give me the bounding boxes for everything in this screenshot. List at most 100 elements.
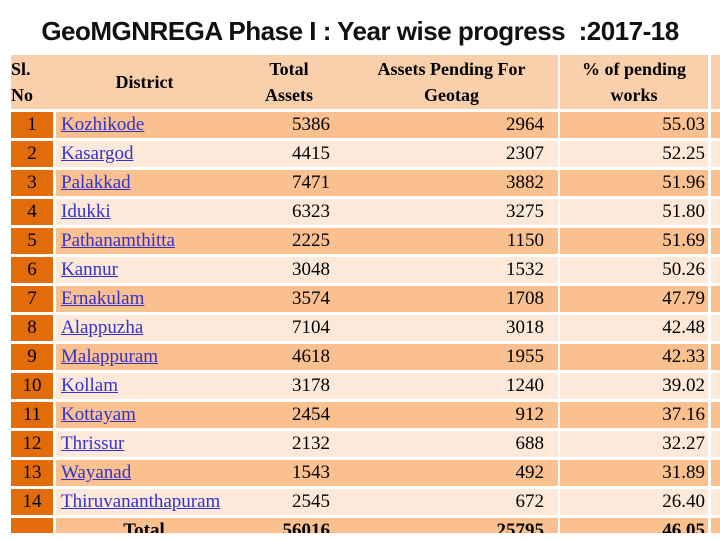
row-assets-pending: 3882: [345, 170, 560, 199]
row-percent-pending: 42.48: [560, 315, 711, 344]
district-link[interactable]: Kottayam: [61, 404, 136, 425]
progress-table-wrapper: Sl. No District Total Assets Assets Pend…: [11, 55, 720, 533]
row-total-assets: 4415: [233, 141, 345, 170]
header-total-assets-line1: Total: [269, 59, 309, 79]
district-link[interactable]: Palakkad: [61, 172, 131, 193]
row-percent-pending: 42.33: [560, 344, 711, 373]
district-link[interactable]: Thiruvananthapuram: [61, 491, 221, 512]
district-link[interactable]: Malappuram: [61, 346, 159, 367]
row-total-assets: 7104: [233, 315, 345, 344]
row-assets-pending: 492: [345, 460, 560, 489]
row-assets-pending: 3018: [345, 315, 560, 344]
row-percent-pending: 37.16: [560, 402, 711, 431]
header-sl-no-line2: No: [11, 85, 33, 105]
district-link[interactable]: Kollam: [61, 375, 118, 396]
district-link[interactable]: Pathanamthitta: [61, 230, 175, 251]
table-row: 14 Thiruvananthapuram 2545 672 26.40: [11, 489, 720, 518]
table-row: 13 Wayanad 1543 492 31.89: [11, 460, 720, 489]
district-link[interactable]: Alappuzha: [61, 317, 144, 338]
row-sl-no: 10: [11, 373, 56, 402]
row-district-cell: Thrissur: [56, 431, 233, 460]
district-link[interactable]: Thrissur: [61, 433, 125, 454]
row-total-assets: 7471: [233, 170, 345, 199]
table-row: 11 Kottayam 2454 912 37.16: [11, 402, 720, 431]
header-total-assets-line2: Assets: [265, 85, 313, 105]
row-percent-pending: 51.80: [560, 199, 711, 228]
row-percent-pending: 39.02: [560, 373, 711, 402]
total-row-total-assets: 56016: [233, 518, 345, 533]
header-district: District: [56, 55, 233, 112]
row-sl-no: 13: [11, 460, 56, 489]
row-clipped-cell: [711, 373, 720, 402]
row-clipped-cell: [711, 228, 720, 257]
header-assets-pending-line1: Assets Pending For: [377, 59, 526, 79]
header-percent-pending: % of pending works: [560, 55, 711, 112]
header-clipped-cell: [711, 55, 720, 112]
row-sl-no: 14: [11, 489, 56, 518]
row-total-assets: 1543: [233, 460, 345, 489]
row-assets-pending: 688: [345, 431, 560, 460]
row-assets-pending: 1150: [345, 228, 560, 257]
row-total-assets: 3178: [233, 373, 345, 402]
district-link[interactable]: Kasargod: [61, 143, 134, 164]
table-row: 5 Pathanamthitta 2225 1150 51.69: [11, 228, 720, 257]
total-row-percent-pending: 46.05: [560, 518, 711, 533]
district-link[interactable]: Wayanad: [61, 462, 132, 483]
row-percent-pending: 47.79: [560, 286, 711, 315]
row-percent-pending: 52.25: [560, 141, 711, 170]
row-total-assets: 3574: [233, 286, 345, 315]
slide-title: GeoMGNREGA Phase I : Year wise progress …: [41, 16, 679, 46]
row-total-assets: 3048: [233, 257, 345, 286]
row-assets-pending: 912: [345, 402, 560, 431]
district-link[interactable]: Idukki: [61, 201, 111, 222]
row-clipped-cell: [711, 431, 720, 460]
row-sl-no: 2: [11, 141, 56, 170]
row-sl-no: 4: [11, 199, 56, 228]
row-percent-pending: 50.26: [560, 257, 711, 286]
row-district-cell: Kannur: [56, 257, 233, 286]
table-row: 6 Kannur 3048 1532 50.26: [11, 257, 720, 286]
row-assets-pending: 1708: [345, 286, 560, 315]
total-row-label: Total: [56, 518, 233, 533]
row-clipped-cell: [711, 112, 720, 141]
row-total-assets: 4618: [233, 344, 345, 373]
table-row: 7 Ernakulam 3574 1708 47.79: [11, 286, 720, 315]
district-link[interactable]: Kozhikode: [61, 114, 145, 135]
row-assets-pending: 1532: [345, 257, 560, 286]
row-district-cell: Ernakulam: [56, 286, 233, 315]
row-clipped-cell: [711, 315, 720, 344]
row-percent-pending: 51.69: [560, 228, 711, 257]
header-assets-pending-line2: Geotag: [424, 85, 479, 105]
row-sl-no: 6: [11, 257, 56, 286]
row-clipped-cell: [711, 344, 720, 373]
total-row-assets-pending: 25795: [345, 518, 560, 533]
row-percent-pending: 31.89: [560, 460, 711, 489]
district-link[interactable]: Kannur: [61, 259, 118, 280]
row-district-cell: Pathanamthitta: [56, 228, 233, 257]
row-clipped-cell: [711, 257, 720, 286]
row-total-assets: 6323: [233, 199, 345, 228]
district-link[interactable]: Ernakulam: [61, 288, 145, 309]
row-sl-no: 12: [11, 431, 56, 460]
row-district-cell: Alappuzha: [56, 315, 233, 344]
table-row: 3 Palakkad 7471 3882 51.96: [11, 170, 720, 199]
row-sl-no: 1: [11, 112, 56, 141]
header-percent-pending-line2: works: [610, 85, 658, 105]
row-percent-pending: 26.40: [560, 489, 711, 518]
row-district-cell: Palakkad: [56, 170, 233, 199]
total-row-clipped-cell: [711, 518, 720, 533]
row-clipped-cell: [711, 402, 720, 431]
header-total-assets: Total Assets: [233, 55, 345, 112]
progress-table: Sl. No District Total Assets Assets Pend…: [11, 55, 720, 533]
row-sl-no: 9: [11, 344, 56, 373]
row-district-cell: Idukki: [56, 199, 233, 228]
row-clipped-cell: [711, 286, 720, 315]
table-total-row: Total 56016 25795 46.05: [11, 518, 720, 533]
row-total-assets: 2225: [233, 228, 345, 257]
table-row: 12 Thrissur 2132 688 32.27: [11, 431, 720, 460]
row-total-assets: 2132: [233, 431, 345, 460]
row-district-cell: Kollam: [56, 373, 233, 402]
row-clipped-cell: [711, 199, 720, 228]
row-total-assets: 2545: [233, 489, 345, 518]
row-district-cell: Kozhikode: [56, 112, 233, 141]
